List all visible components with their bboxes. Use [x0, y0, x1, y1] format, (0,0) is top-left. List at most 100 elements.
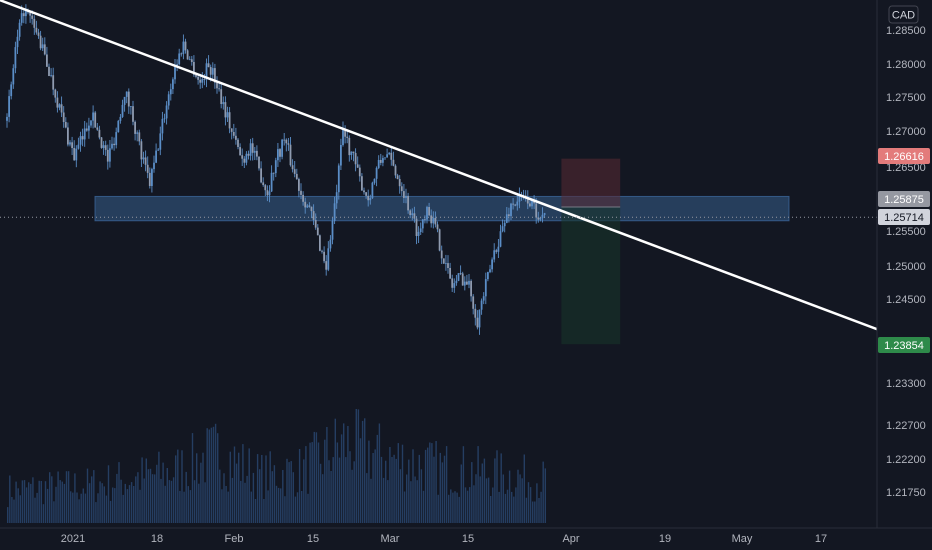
candle: [94, 110, 97, 128]
candle: [466, 274, 468, 285]
candle: [285, 138, 288, 152]
volume-bar: [109, 500, 112, 523]
lines-layer[interactable]: [0, 0, 899, 339]
volume-bar: [208, 429, 210, 523]
candle: [251, 137, 254, 161]
volume-bar: [139, 489, 141, 523]
candle: [123, 96, 126, 112]
candle: [228, 107, 231, 134]
volume-bar: [65, 471, 68, 523]
volume-bar: [84, 493, 87, 523]
volume-bar: [248, 448, 250, 523]
volume-bar: [422, 490, 425, 523]
volume-bar: [212, 426, 215, 523]
volume-bar: [128, 485, 131, 523]
volume-bar: [487, 477, 490, 523]
volume-bar: [397, 443, 399, 523]
candle: [52, 67, 55, 96]
volume-bar: [158, 451, 160, 523]
volume-bar: [483, 458, 486, 523]
candle: [319, 234, 321, 252]
candle: [468, 274, 470, 289]
volume-bar: [156, 464, 158, 523]
time-tick-label: 15: [307, 533, 319, 545]
candle: [207, 55, 210, 68]
volume-bar: [450, 489, 452, 523]
volume-bar: [324, 439, 326, 523]
candle: [411, 208, 414, 221]
volume-bar: [99, 481, 101, 523]
volume-bar: [485, 478, 488, 523]
volume-bar: [401, 444, 404, 523]
volume-bar: [267, 490, 269, 523]
candle: [243, 156, 246, 168]
stop-price-badge: 1.26616: [878, 148, 930, 164]
candle: [451, 274, 454, 292]
price-badge-label: 1.25875: [884, 194, 924, 206]
candle: [539, 217, 542, 222]
price-tick-label: 1.24500: [886, 294, 926, 306]
volume-bar: [462, 446, 465, 523]
volume-bar: [242, 444, 244, 523]
candle: [226, 106, 229, 122]
volume-bar: [315, 432, 318, 523]
volume-bar: [13, 499, 15, 523]
candle: [113, 137, 115, 151]
candle: [25, 4, 27, 24]
candle: [415, 216, 418, 245]
candle: [239, 143, 241, 156]
volume-bar: [479, 476, 481, 523]
volume-bar: [527, 482, 530, 523]
candle: [516, 194, 519, 211]
candle: [377, 155, 380, 170]
volume-bar: [351, 469, 353, 523]
volume-bar: [317, 442, 320, 523]
time-tick-label: Apr: [562, 533, 579, 545]
volume-bar: [288, 462, 290, 523]
currency-button[interactable]: CAD: [888, 5, 919, 24]
volume-bar: [443, 455, 446, 523]
volume-bar: [517, 469, 519, 523]
volume-bar: [200, 462, 202, 523]
volume-bar: [370, 478, 372, 523]
candle: [482, 292, 485, 305]
candle: [354, 148, 357, 172]
trendline[interactable]: [0, 0, 899, 339]
candle: [302, 191, 304, 206]
zones-layer: [94, 158, 790, 345]
candle: [367, 189, 370, 207]
volume-bar: [9, 475, 11, 523]
candle: [92, 105, 94, 129]
candle: [308, 202, 311, 208]
candle: [146, 156, 149, 179]
volume-bar: [147, 469, 150, 523]
volume-bar: [305, 446, 307, 523]
volume-bar: [122, 494, 124, 523]
volume-bar: [359, 438, 362, 523]
entry-price-badge: 1.25875: [878, 191, 930, 207]
candle: [104, 140, 107, 156]
candle: [289, 137, 292, 167]
candle: [264, 184, 267, 196]
volume-bar: [330, 471, 332, 523]
candle: [214, 63, 216, 89]
volume-bar: [469, 487, 471, 523]
resistance-zone[interactable]: [94, 195, 790, 222]
volume-bar: [141, 457, 143, 523]
volume-bar: [97, 493, 99, 523]
volume-bar: [303, 459, 305, 523]
candle: [33, 15, 36, 35]
candle: [6, 113, 8, 128]
volume-bar: [420, 469, 423, 523]
candle: [67, 122, 69, 147]
take-profit-zone[interactable]: [561, 207, 621, 345]
volume-bar: [229, 451, 231, 523]
volume-bar: [544, 468, 546, 523]
candle: [109, 140, 111, 168]
candle: [327, 241, 330, 272]
stop-loss-zone[interactable]: [561, 158, 621, 207]
candle: [474, 304, 477, 326]
candle: [100, 137, 103, 149]
candle: [461, 271, 464, 286]
